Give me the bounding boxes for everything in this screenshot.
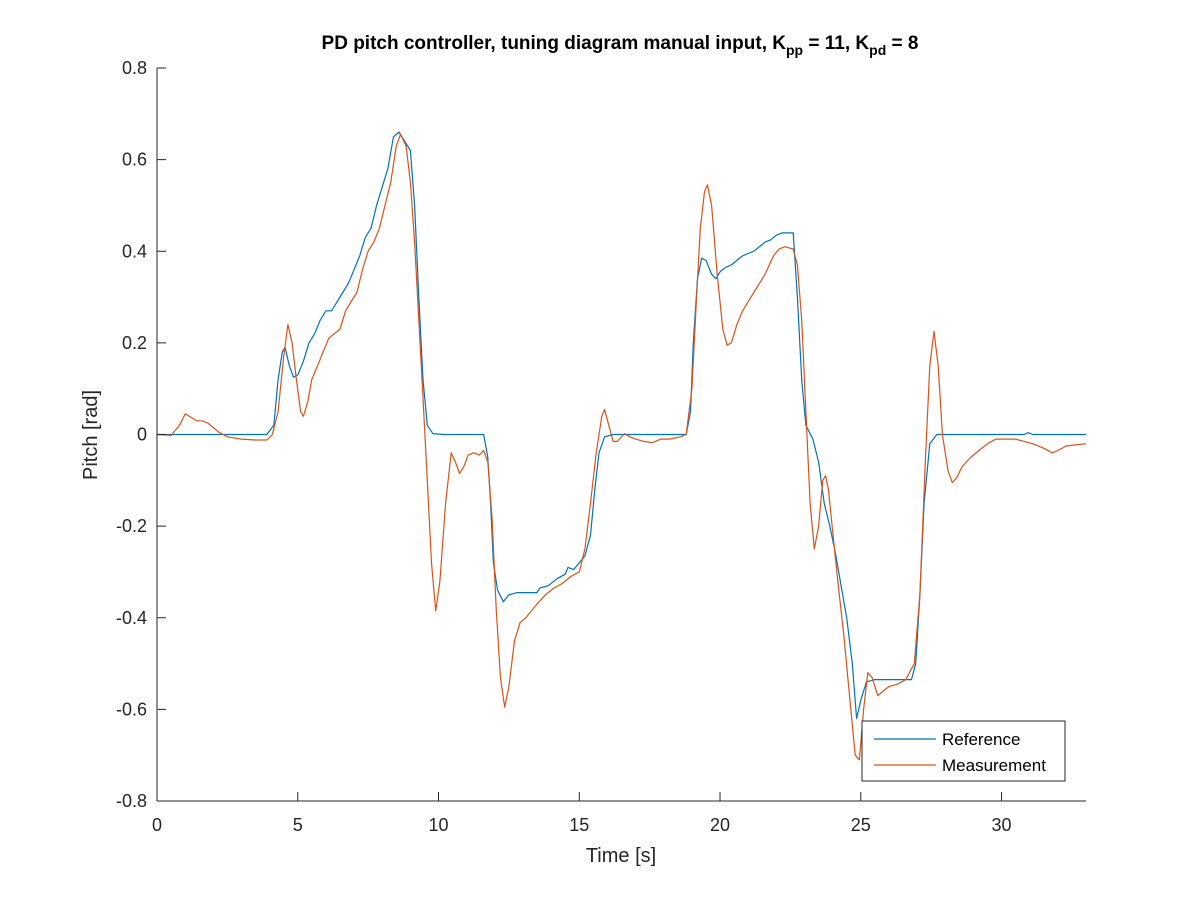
x-tick-label: 10 xyxy=(428,815,448,835)
y-tick-label: 0 xyxy=(137,425,147,445)
y-tick-label: -0.8 xyxy=(116,791,147,811)
x-tick-label: 30 xyxy=(992,815,1012,835)
title-mid: = 11, K xyxy=(803,33,869,54)
x-tick-label: 0 xyxy=(152,815,162,835)
y-tick-label: -0.6 xyxy=(116,699,147,719)
legend-label-reference: Reference xyxy=(942,730,1020,749)
x-tick-label: 15 xyxy=(569,815,589,835)
legend: Reference Measurement xyxy=(861,720,1066,782)
x-tick-label: 20 xyxy=(710,815,730,835)
legend-label-measurement: Measurement xyxy=(942,756,1046,775)
x-tick-label: 25 xyxy=(851,815,871,835)
title-suffix: = 8 xyxy=(886,33,918,54)
y-tick-label: -0.2 xyxy=(116,516,147,536)
x-tick-label: 5 xyxy=(293,815,303,835)
series-layer xyxy=(156,131,1087,761)
title-prefix: PD pitch controller, tuning diagram manu… xyxy=(322,33,787,54)
title-sub-pp: pp xyxy=(786,42,803,58)
y-tick-label: 0.2 xyxy=(122,333,147,353)
y-tick-label: 0.6 xyxy=(122,150,147,170)
title-sub-pd: pd xyxy=(869,42,886,58)
y-tick-label: 0.8 xyxy=(122,58,147,78)
y-tick-label: 0.4 xyxy=(122,241,147,261)
x-axis-ticks: 0 5 10 15 20 25 30 xyxy=(152,792,1012,835)
legend-box xyxy=(861,720,1066,782)
y-axis-label: Pitch [rad] xyxy=(80,390,102,480)
x-axis-label: Time [s] xyxy=(586,845,656,867)
series-line-measurement xyxy=(156,133,1087,761)
y-axis-ticks: -0.8 -0.6 -0.4 -0.2 0 0.2 0.4 0.6 0.8 xyxy=(116,58,166,811)
chart-title: PD pitch controller, tuning diagram manu… xyxy=(322,33,919,58)
y-tick-label: -0.4 xyxy=(116,608,147,628)
